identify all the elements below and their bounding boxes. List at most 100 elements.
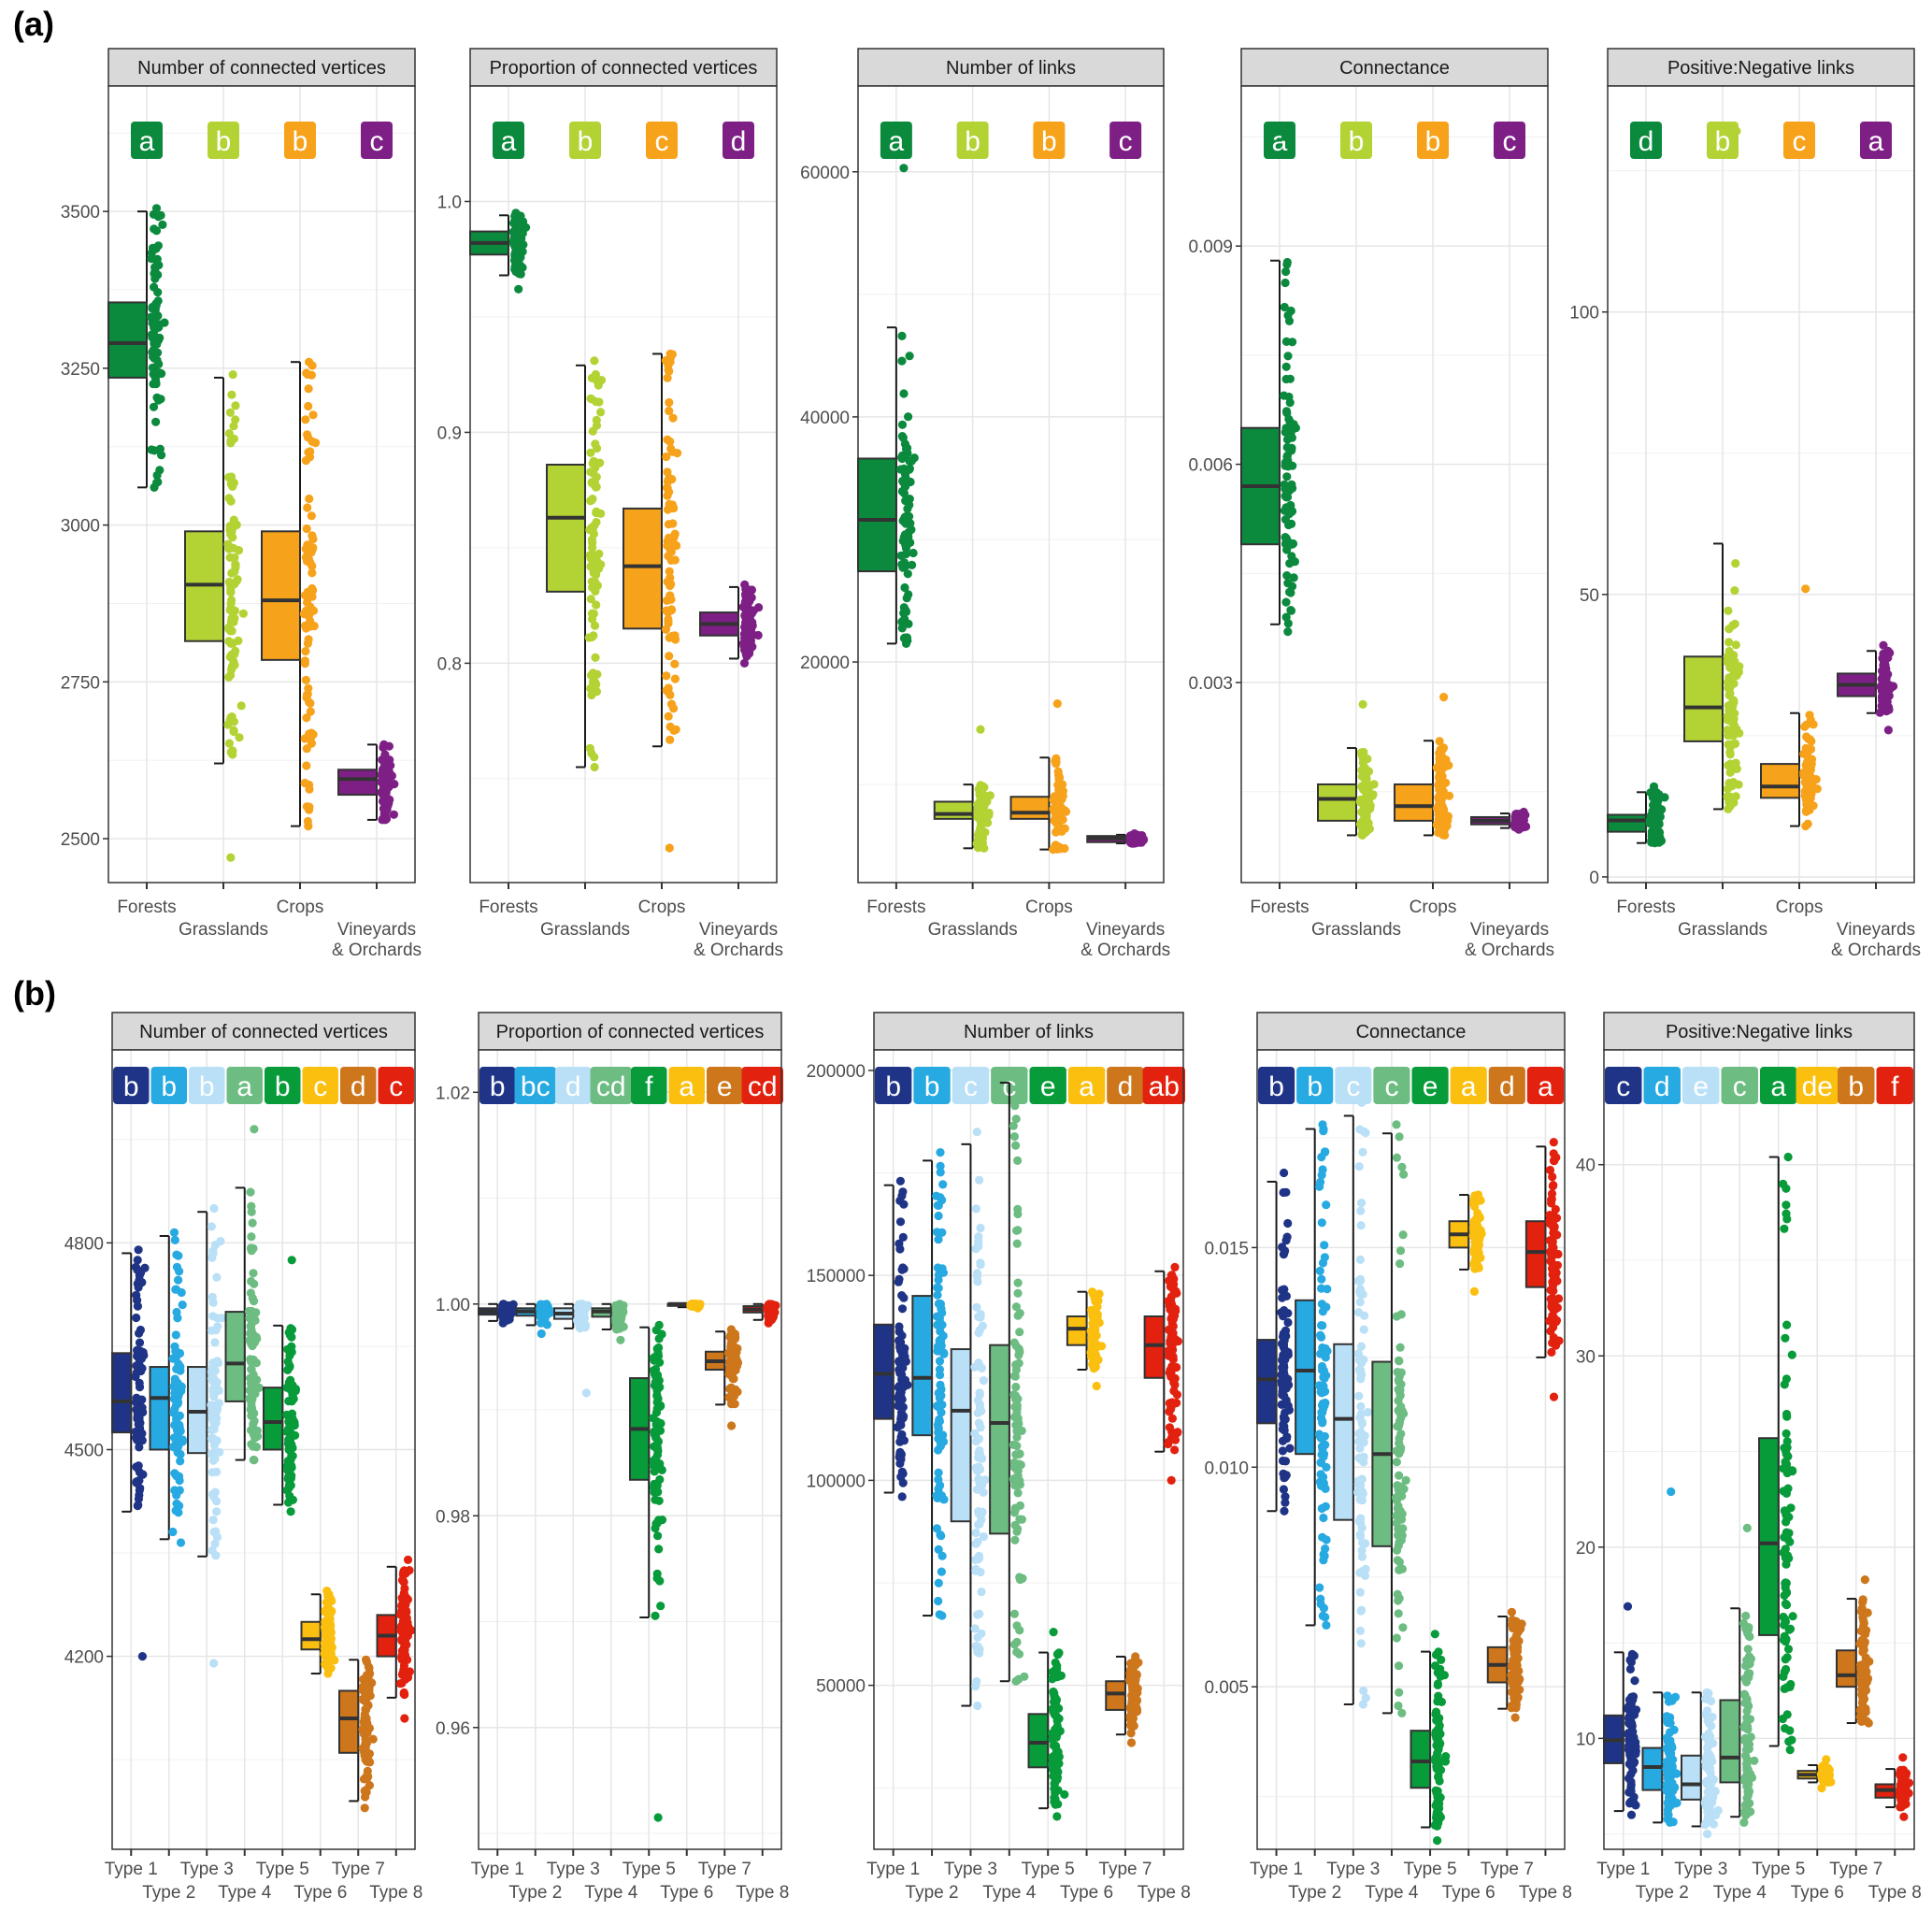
data-point bbox=[236, 701, 246, 711]
data-point bbox=[670, 555, 680, 565]
data-point bbox=[1087, 1344, 1096, 1354]
x-tick-label: Vineyards bbox=[1470, 920, 1549, 940]
data-point bbox=[904, 412, 913, 422]
data-point bbox=[1650, 790, 1659, 800]
data-point bbox=[368, 1734, 378, 1744]
data-point bbox=[670, 674, 680, 683]
group-letter: a bbox=[679, 1071, 694, 1102]
data-point bbox=[652, 1404, 662, 1414]
data-point bbox=[212, 1507, 222, 1516]
data-point bbox=[1010, 1520, 1020, 1530]
group-letter: c bbox=[313, 1071, 327, 1102]
data-point bbox=[1725, 750, 1735, 759]
data-point bbox=[249, 1243, 258, 1253]
data-point bbox=[1393, 1589, 1402, 1599]
data-point bbox=[663, 505, 673, 514]
data-point bbox=[972, 839, 981, 849]
data-point bbox=[210, 1338, 220, 1347]
data-point bbox=[379, 814, 388, 824]
data-point bbox=[226, 853, 236, 862]
box bbox=[933, 800, 974, 820]
data-point bbox=[739, 658, 750, 668]
group-letter: a bbox=[1461, 1071, 1477, 1102]
data-point bbox=[979, 1531, 988, 1542]
data-point bbox=[1395, 1246, 1406, 1256]
data-point bbox=[1439, 693, 1449, 702]
box bbox=[1143, 1315, 1166, 1379]
data-point bbox=[1009, 1372, 1019, 1381]
data-point bbox=[150, 369, 160, 379]
data-point bbox=[1051, 841, 1061, 850]
data-point bbox=[972, 1302, 981, 1312]
data-point bbox=[900, 1375, 910, 1385]
data-point bbox=[934, 1596, 943, 1606]
y-tick-label: 40000 bbox=[800, 409, 850, 428]
group-letter: d bbox=[351, 1071, 366, 1102]
data-point bbox=[1395, 1471, 1404, 1480]
data-point bbox=[1433, 1836, 1442, 1846]
data-point bbox=[651, 1364, 661, 1374]
data-point bbox=[1320, 1241, 1329, 1250]
y-tick-label: 60000 bbox=[800, 164, 850, 183]
data-point bbox=[324, 1589, 334, 1599]
data-point bbox=[1881, 669, 1891, 679]
data-point bbox=[147, 445, 156, 454]
data-point bbox=[905, 352, 914, 361]
data-point bbox=[400, 1714, 409, 1723]
data-point bbox=[651, 1523, 660, 1533]
group-letter-badge bbox=[284, 122, 316, 159]
data-point bbox=[894, 1239, 904, 1248]
data-point bbox=[971, 1244, 980, 1254]
data-point bbox=[286, 1473, 295, 1483]
data-point bbox=[662, 671, 671, 681]
data-point bbox=[149, 402, 159, 411]
data-point bbox=[1356, 1639, 1366, 1648]
data-point bbox=[895, 1196, 905, 1205]
data-point bbox=[360, 1803, 369, 1813]
data-point bbox=[1170, 1445, 1180, 1455]
data-point bbox=[936, 1168, 945, 1177]
data-point bbox=[217, 1314, 226, 1323]
data-point bbox=[1441, 821, 1451, 830]
data-point bbox=[304, 401, 313, 411]
data-point bbox=[1055, 780, 1065, 789]
data-point bbox=[209, 1203, 219, 1214]
data-point bbox=[1012, 1432, 1022, 1442]
group-letter: a bbox=[1538, 1071, 1553, 1102]
data-point bbox=[691, 1300, 700, 1309]
data-point bbox=[977, 1588, 986, 1597]
x-tick-label: Vineyards bbox=[337, 920, 416, 940]
data-point bbox=[1395, 1259, 1405, 1269]
y-tick-label: 0.98 bbox=[436, 1507, 470, 1527]
data-point bbox=[1435, 826, 1444, 835]
data-point bbox=[976, 1223, 985, 1233]
data-point bbox=[151, 417, 161, 426]
data-point bbox=[1361, 1539, 1370, 1548]
box bbox=[1760, 763, 1800, 799]
y-tick-label: 3500 bbox=[61, 203, 100, 223]
data-point bbox=[1013, 1209, 1023, 1219]
data-point bbox=[1355, 1626, 1365, 1635]
data-point bbox=[903, 449, 912, 458]
data-point bbox=[248, 1218, 257, 1228]
data-point bbox=[1048, 1674, 1057, 1684]
data-point bbox=[136, 1349, 145, 1358]
data-point bbox=[1805, 735, 1814, 744]
data-point bbox=[975, 1175, 984, 1185]
box bbox=[1009, 796, 1051, 820]
data-point bbox=[975, 1326, 984, 1335]
x-tick-label: & Orchards bbox=[332, 941, 422, 960]
data-point bbox=[522, 223, 531, 232]
strip-background bbox=[469, 48, 778, 87]
x-tick-label: Grasslands bbox=[179, 920, 268, 940]
data-point bbox=[1647, 810, 1656, 820]
group-letter-badge bbox=[956, 122, 989, 159]
data-point bbox=[1049, 1628, 1058, 1637]
group-letter-badge bbox=[1860, 122, 1892, 159]
plot-area bbox=[470, 86, 777, 883]
data-point bbox=[133, 1427, 142, 1436]
data-point bbox=[149, 380, 158, 389]
data-point bbox=[934, 1578, 943, 1588]
data-point bbox=[1012, 1647, 1022, 1657]
data-point bbox=[1362, 826, 1371, 837]
